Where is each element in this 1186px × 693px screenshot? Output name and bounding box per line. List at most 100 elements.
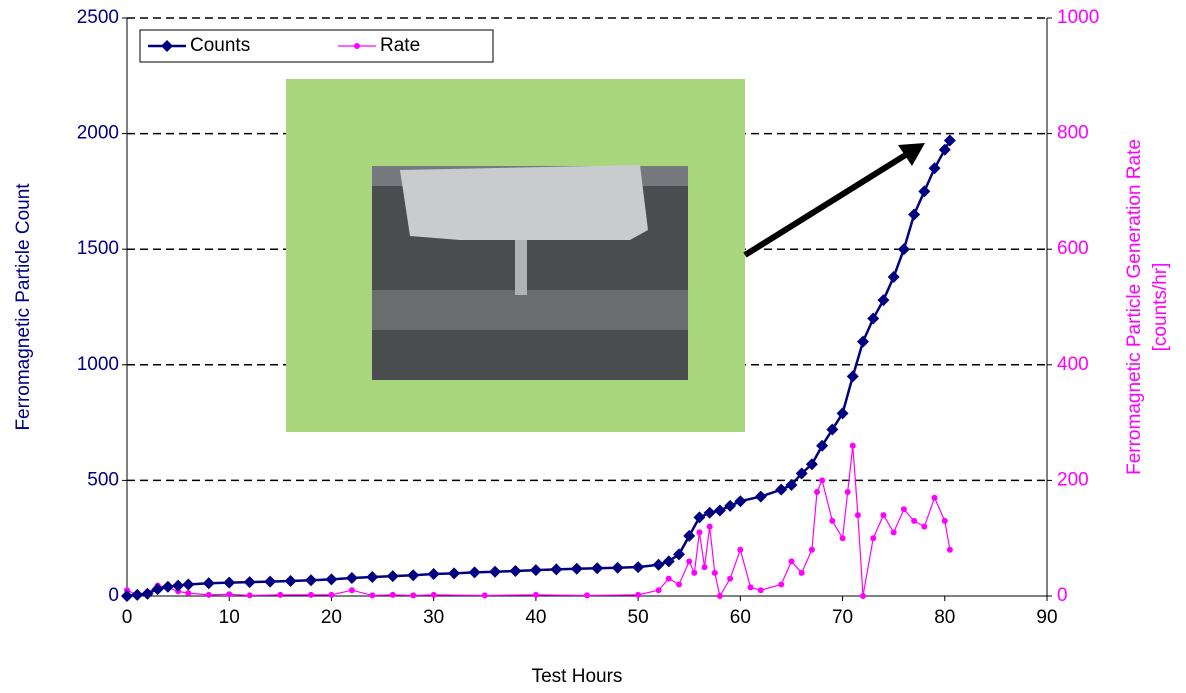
y-tick-label: 2500 — [77, 7, 119, 28]
point — [900, 506, 907, 513]
point — [711, 569, 718, 576]
point — [778, 581, 785, 588]
photo — [286, 79, 745, 432]
point — [706, 523, 713, 530]
point — [635, 591, 642, 598]
point — [941, 517, 948, 524]
point — [826, 423, 839, 436]
y2-tick-label: 0 — [1057, 585, 1068, 606]
point — [570, 562, 583, 575]
point — [849, 442, 856, 449]
point — [754, 490, 767, 503]
point — [277, 591, 284, 598]
legend-marker — [354, 43, 360, 49]
point — [532, 591, 539, 598]
y-tick-label: 1500 — [77, 238, 119, 259]
point — [243, 576, 256, 589]
y2-tick-label: 600 — [1057, 238, 1089, 259]
point — [226, 591, 233, 598]
point — [691, 569, 698, 576]
point — [727, 575, 734, 582]
point — [877, 294, 890, 307]
point — [808, 546, 815, 553]
point — [839, 535, 846, 542]
point — [223, 576, 236, 589]
wear-area — [400, 165, 648, 240]
point — [890, 529, 897, 536]
point — [716, 593, 723, 599]
point — [529, 564, 542, 577]
point — [131, 588, 144, 601]
point — [816, 439, 829, 452]
legend-box — [139, 29, 494, 63]
y-tick-label: 500 — [87, 469, 119, 490]
point — [448, 567, 461, 580]
point — [918, 185, 931, 198]
point — [734, 495, 747, 508]
point — [430, 591, 437, 598]
point — [481, 592, 488, 599]
point — [652, 558, 665, 571]
point — [407, 569, 420, 582]
point — [921, 523, 928, 530]
y2-axis-label: [counts/hr] — [1150, 263, 1171, 352]
point — [366, 571, 379, 584]
x-tick-label: 10 — [219, 607, 240, 628]
point — [867, 312, 880, 325]
point — [655, 587, 662, 594]
point — [489, 565, 501, 578]
point — [345, 571, 358, 584]
arrow-head — [898, 143, 925, 166]
point — [468, 566, 481, 579]
y2-axis-label: Ferromagnetic Particle Generation Rate — [1124, 139, 1145, 475]
y-tick-label: 1000 — [77, 354, 119, 375]
point — [908, 208, 921, 221]
y2-tick-label: 200 — [1057, 469, 1089, 490]
point — [911, 517, 918, 524]
y2-tick-label: 400 — [1057, 354, 1089, 375]
point — [665, 575, 672, 582]
x-tick-label: 60 — [730, 607, 751, 628]
point — [662, 555, 675, 568]
point — [686, 558, 693, 565]
arrow — [743, 148, 914, 258]
point — [328, 591, 335, 598]
point — [938, 143, 951, 156]
point — [854, 512, 861, 519]
x-tick-label: 90 — [1036, 607, 1057, 628]
point — [931, 494, 938, 501]
point — [550, 563, 563, 576]
point — [887, 270, 900, 283]
y-tick-label: 0 — [108, 585, 119, 606]
point — [427, 568, 440, 581]
point — [747, 584, 754, 591]
point — [724, 499, 737, 512]
point — [172, 579, 185, 592]
point — [693, 511, 706, 524]
cylinder-band — [372, 290, 688, 330]
point — [795, 467, 808, 480]
point — [713, 504, 726, 517]
point — [676, 581, 682, 588]
x-tick-label: 50 — [628, 607, 649, 628]
point — [696, 529, 703, 536]
point — [141, 587, 154, 600]
x-tick-label: 30 — [423, 607, 444, 628]
y2-tick-label: 800 — [1057, 123, 1089, 144]
point — [703, 506, 716, 519]
point — [305, 574, 317, 587]
point — [202, 577, 215, 590]
point — [584, 592, 590, 599]
x-tick-label: 70 — [832, 607, 853, 628]
point — [369, 592, 376, 599]
point — [308, 591, 314, 598]
point — [880, 512, 887, 519]
point — [161, 580, 174, 593]
point — [757, 587, 764, 594]
point — [246, 592, 253, 599]
point — [788, 558, 795, 565]
point — [182, 578, 195, 591]
point — [946, 546, 953, 553]
point — [819, 477, 826, 484]
point — [928, 162, 941, 175]
